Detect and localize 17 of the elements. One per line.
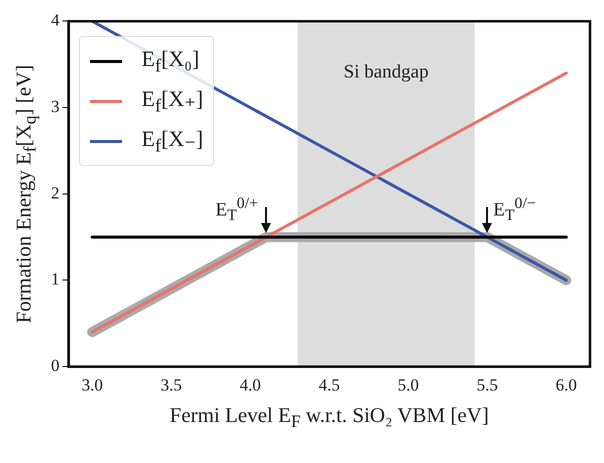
legend-label: E$_{f}$[X₀] — [142, 46, 200, 76]
x-tick-label: 3.0 — [82, 375, 103, 394]
x-tick-label: 5.5 — [476, 375, 498, 394]
y-tick-label: 1 — [51, 270, 60, 289]
x-tick-label: 4.5 — [318, 375, 340, 394]
y-tick-label: 0 — [51, 356, 60, 376]
legend-label: E$_{f}$[X₊] — [142, 86, 204, 116]
x-tick-label: 5.0 — [398, 375, 419, 394]
x-tick-label: 3.5 — [160, 375, 182, 394]
x-axis-title: Fermi Level E$_{F}$ w.r.t. SiO₂ VBM [eV] — [170, 402, 489, 432]
y-tick-label: 3 — [51, 97, 60, 116]
x-tick-label: 6.0 — [556, 375, 577, 394]
y-tick-label: 2 — [51, 183, 60, 202]
y-tick-label: 4 — [51, 10, 60, 30]
band-label: Si bandgap — [344, 62, 429, 83]
legend-label: E$_{f}$[X₋] — [142, 126, 204, 156]
x-tick-label: 4.0 — [240, 375, 261, 394]
